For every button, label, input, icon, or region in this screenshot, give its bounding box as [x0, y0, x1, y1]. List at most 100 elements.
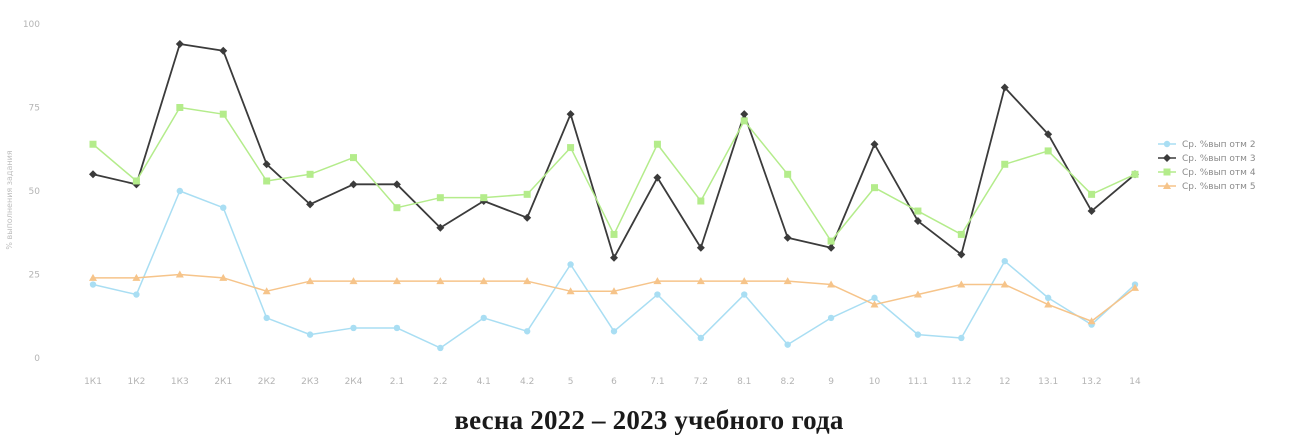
data-point [392, 180, 401, 189]
data-point [350, 154, 357, 162]
data-point [89, 273, 97, 281]
data-point [1044, 130, 1053, 139]
data-point [1001, 257, 1008, 265]
data-point [741, 291, 748, 298]
legend-marker [1163, 140, 1171, 148]
data-point [827, 243, 836, 252]
data-point [349, 277, 358, 285]
data-point [783, 233, 792, 242]
data-point [610, 253, 618, 262]
data-point [132, 273, 141, 281]
data-point [783, 277, 792, 285]
x-tick-label: 2К3 [301, 377, 319, 387]
data-point [784, 341, 791, 348]
data-point [350, 324, 357, 332]
data-point [653, 173, 662, 182]
data-point [393, 324, 401, 332]
data-point [480, 314, 487, 322]
y-tick-label: 50 [29, 187, 41, 197]
x-axis-ticks: 1К1 1К2 1К3 2К1 2К2 2К3 2К4 2.1 2.2 4.1 4.2 5 6 7.1 7.… [84, 377, 1141, 387]
data-point [871, 184, 878, 192]
x-tick-label: 1К2 [127, 377, 145, 387]
data-point [306, 170, 314, 178]
x-tick-label: 11.2 [951, 377, 971, 387]
series-line [92, 106, 1136, 242]
data-point [957, 280, 966, 288]
data-point [914, 207, 922, 215]
data-point [306, 200, 315, 209]
x-tick-label: 7.2 [694, 377, 708, 387]
data-point [176, 104, 184, 111]
data-point [1087, 317, 1096, 325]
data-point [263, 177, 271, 185]
data-point [740, 110, 749, 119]
x-tick-label: 11.1 [908, 377, 928, 387]
x-tick-label: 2К1 [214, 377, 232, 387]
data-point [740, 277, 749, 285]
data-point [567, 144, 575, 152]
legend-item: Ср. %вып отм 4 [1158, 168, 1256, 178]
data-point [132, 177, 140, 185]
data-point [306, 331, 314, 338]
data-point [1131, 170, 1139, 178]
x-tick-label: 14 [1129, 377, 1141, 387]
legend-item: Ср. %вып отм 3 [1158, 154, 1256, 164]
data-point [436, 277, 445, 285]
y-tick-label: 75 [29, 104, 40, 114]
series-4 [89, 270, 1139, 325]
data-point [219, 46, 228, 55]
data-point [1088, 190, 1096, 198]
x-tick-label: 2.2 [433, 377, 447, 387]
x-tick-label: 10 [869, 377, 881, 387]
x-tick-label: 9 [828, 377, 834, 387]
data-point [176, 187, 184, 195]
x-tick-label: 4.1 [477, 377, 491, 387]
data-point [610, 328, 618, 335]
data-point [1044, 147, 1052, 155]
data-point [262, 160, 271, 169]
y-axis-title: % выполнения задания [5, 150, 14, 249]
data-point [1001, 160, 1009, 168]
series-3 [89, 104, 1139, 245]
x-tick-label: 4.2 [520, 377, 534, 387]
data-point [175, 270, 184, 278]
series-line [92, 190, 1136, 349]
data-point [653, 140, 661, 148]
data-point [957, 250, 966, 259]
x-tick-label: 7.1 [650, 377, 664, 387]
data-point [1044, 300, 1053, 308]
series-layer [89, 40, 1139, 352]
data-point [263, 314, 270, 322]
y-axis-ticks: 0 25 50 75 100 [23, 20, 40, 364]
x-tick-label: 2.1 [390, 377, 404, 387]
x-tick-label: 8.2 [781, 377, 795, 387]
data-point [523, 277, 532, 285]
chart-caption: весна 2022 – 2023 учебного года [454, 405, 844, 435]
data-point [436, 194, 444, 202]
data-point [1087, 207, 1096, 216]
data-point [654, 291, 661, 298]
x-tick-label: 8.1 [737, 377, 751, 387]
data-point [175, 40, 184, 49]
series-1 [89, 187, 1139, 352]
data-point [870, 140, 879, 149]
data-point [480, 194, 488, 202]
data-point [913, 290, 922, 298]
x-tick-label: 2К2 [258, 377, 276, 387]
legend-marker [1163, 154, 1171, 162]
data-point [740, 117, 748, 125]
data-point [914, 331, 922, 338]
data-point [1044, 294, 1052, 302]
data-point [653, 277, 662, 285]
data-point [957, 230, 965, 238]
y-tick-label: 25 [29, 271, 40, 281]
y-tick-label: 100 [23, 20, 40, 30]
x-tick-label: 13.2 [1082, 377, 1102, 387]
legend-label: Ср. %вып отм 2 [1182, 140, 1256, 150]
legend-label: Ср. %вып отм 4 [1182, 168, 1256, 178]
data-point [697, 197, 705, 205]
legend-label: Ср. %вып отм 5 [1182, 182, 1256, 192]
x-tick-label: 1К1 [84, 377, 102, 387]
data-point [219, 110, 227, 118]
data-point [696, 243, 705, 252]
